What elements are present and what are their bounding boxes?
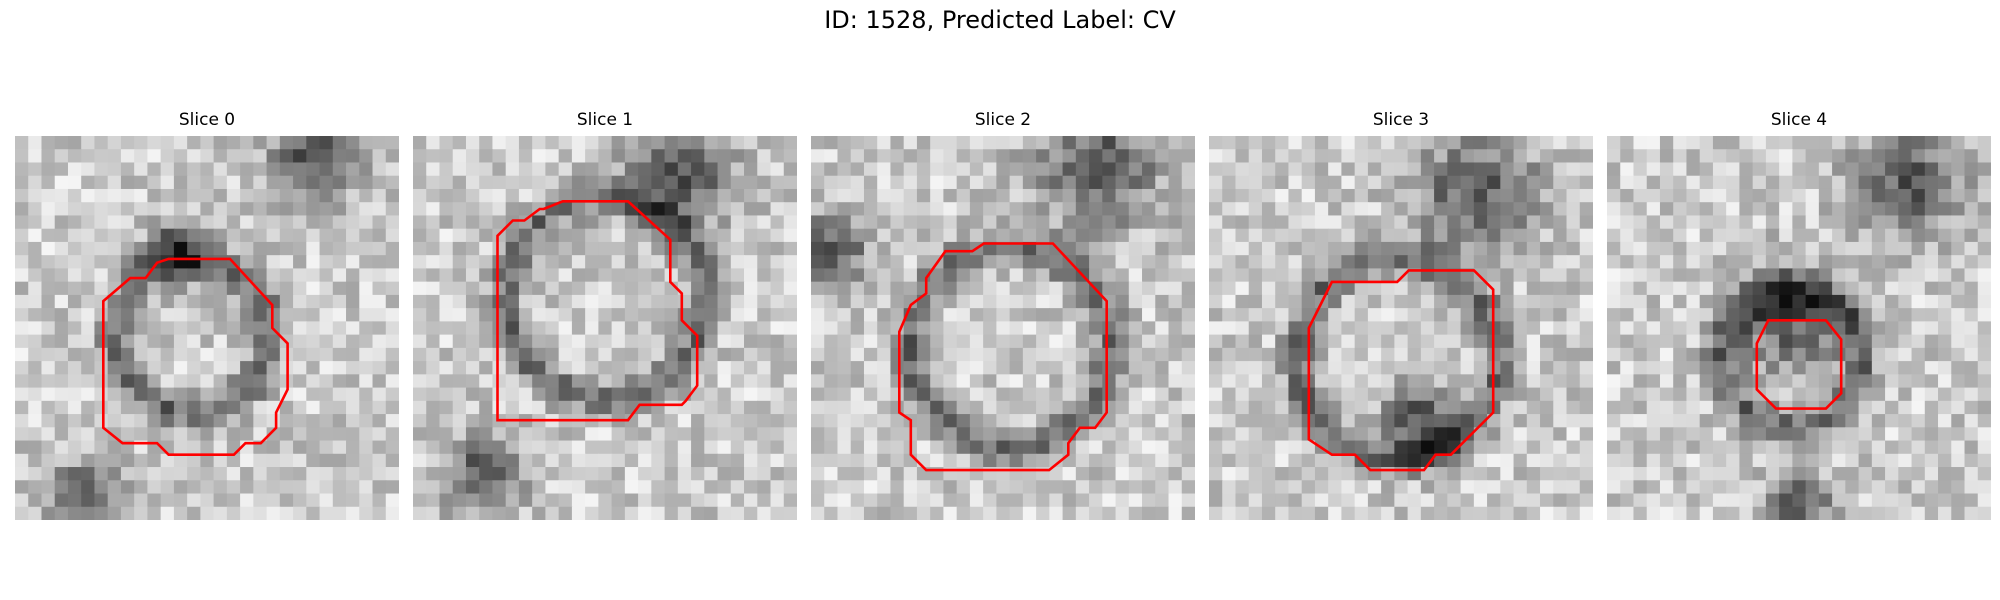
slice-image — [1607, 136, 1991, 520]
slice-panel-3: Slice 3 — [1209, 108, 1593, 520]
segmentation-outline — [898, 242, 1109, 472]
slice-image — [1209, 136, 1593, 520]
slice-panel-0: Slice 0 — [15, 108, 399, 520]
segmentation-outline — [102, 257, 289, 457]
slice-image — [811, 136, 1195, 520]
slice-title: Slice 2 — [974, 110, 1032, 130]
slice-title: Slice 4 — [1770, 110, 1828, 130]
slice-title: Slice 0 — [178, 110, 236, 130]
segmentation-outline — [1307, 269, 1495, 472]
segmentation-outline — [1755, 319, 1843, 410]
slice-image — [15, 136, 399, 520]
slice-image — [413, 136, 797, 520]
figure-title: ID: 1528, Predicted Label: CV — [824, 6, 1176, 34]
slice-panel-4: Slice 4 — [1607, 108, 1991, 520]
slice-panel-2: Slice 2 — [811, 108, 1195, 520]
slice-panel-1: Slice 1 — [413, 108, 797, 520]
segmentation-outline — [496, 200, 699, 422]
slice-title: Slice 1 — [576, 110, 634, 130]
slice-title: Slice 3 — [1372, 110, 1430, 130]
